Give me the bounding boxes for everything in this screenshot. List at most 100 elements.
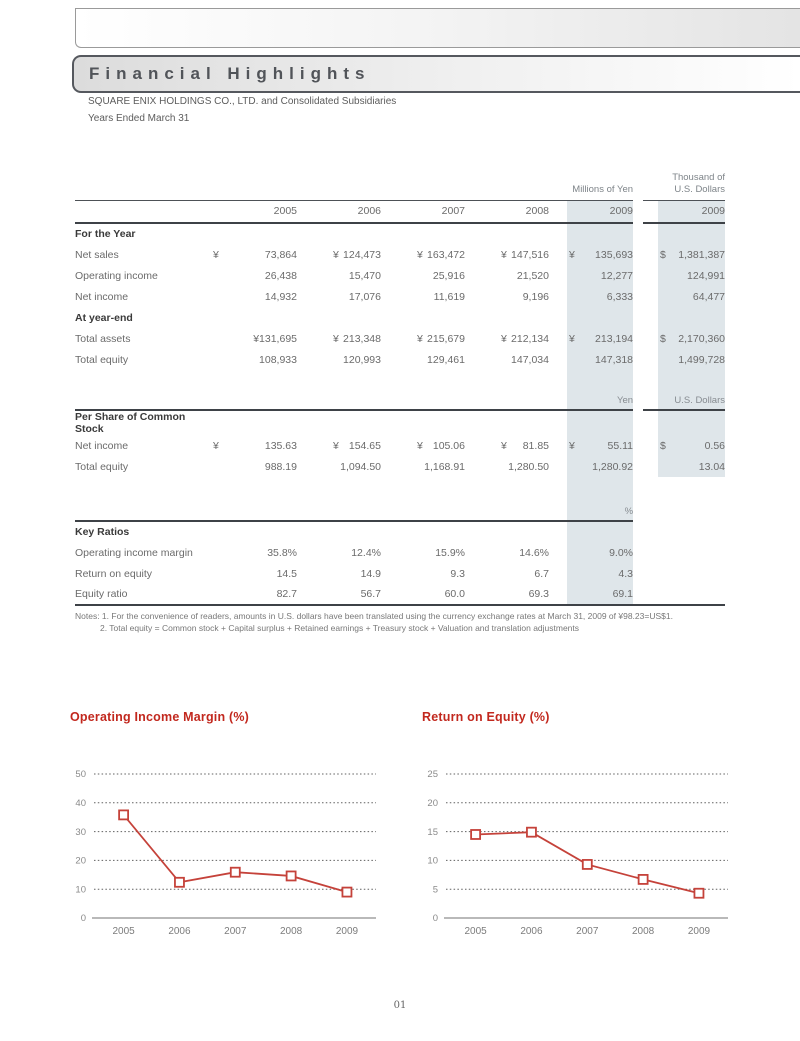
value-cell: 21,520 xyxy=(516,269,549,282)
value-cell: 120,993 xyxy=(343,353,381,366)
value-cell: 12.4% xyxy=(351,546,381,559)
table-row: Return on equity 14.5 14.9 9.3 6.7 4.3 xyxy=(75,563,725,584)
data-point-marker xyxy=(526,826,537,838)
table-cell xyxy=(633,328,643,349)
value-cell: 14.9 xyxy=(360,567,381,580)
value-cell: 69.3 xyxy=(465,584,549,606)
currency-symbol: ¥ xyxy=(569,332,575,345)
table-row: Key Ratios xyxy=(75,521,725,542)
note-line: 2. Total equity = Common stock + Capital… xyxy=(100,623,580,634)
data-point-marker xyxy=(581,859,593,870)
value-cell: 35.8% xyxy=(267,546,297,559)
table-cell xyxy=(297,223,381,244)
y-tick-label: 10 xyxy=(427,856,438,867)
table-cell xyxy=(381,521,465,542)
table-cell xyxy=(381,410,465,435)
table-row: Operating income margin 35.8% 12.4% 15.9% 14… xyxy=(75,542,725,563)
table-row: % xyxy=(75,503,725,522)
table-cell xyxy=(297,307,381,328)
data-table: Millions of Yen Thousand of U.S. Dollars 20… xyxy=(75,168,726,606)
cell-value: 124,473 xyxy=(343,248,381,261)
table-cell xyxy=(75,370,213,392)
x-tick-label: 2007 xyxy=(576,926,599,937)
table-row: At year-end xyxy=(75,307,726,328)
value-cell: 9,196 xyxy=(522,290,549,303)
table-row: Net sales ¥73,864 ¥124,473 ¥163,472 ¥147,516… xyxy=(75,244,726,265)
table-row: 2005 2006 2007 2008 2009 2009 xyxy=(75,199,726,224)
table-cell xyxy=(381,392,465,411)
table-cell xyxy=(213,410,297,435)
unit-label: % xyxy=(549,503,634,522)
line-chart: Return on Equity (%) 25 20 15 10 5 0 2005 2006 20… xyxy=(422,710,730,943)
x-tick-label: 2007 xyxy=(224,926,247,937)
table-cell xyxy=(633,168,643,200)
table-cell xyxy=(213,392,297,411)
table-row: Per Share of Common Stock xyxy=(75,410,726,435)
period-label: Years Ended March 31 xyxy=(88,113,190,124)
cell-value: 163,472 xyxy=(427,248,465,261)
value-cell: 108,933 xyxy=(259,353,297,366)
currency-symbol: ¥ xyxy=(417,248,423,261)
usd-value-cell xyxy=(643,542,725,563)
table-cell xyxy=(297,370,381,392)
x-tick-label: 2008 xyxy=(280,926,303,937)
section-title: Key Ratios xyxy=(75,526,130,538)
value-cell: ¥81.85 xyxy=(465,435,549,456)
table-cell xyxy=(465,307,549,328)
value-cell: ¥154.65 xyxy=(297,435,381,456)
value-cell: ¥55.11 xyxy=(549,435,634,456)
table-cell xyxy=(643,223,726,244)
table-cell xyxy=(633,503,643,521)
table-cell xyxy=(549,223,634,244)
value-cell: 26,438 xyxy=(264,269,297,282)
value-cell: ¥212,134 xyxy=(465,328,549,349)
value-cell: 988.19 xyxy=(264,460,297,473)
table-row: Equity ratio 82.7 56.7 60.0 69.3 69.1 xyxy=(75,584,726,606)
value-cell: 60.0 xyxy=(381,584,465,606)
table-cell xyxy=(213,477,297,503)
value-cell: 1,168.91 xyxy=(424,460,465,473)
page-title: Financial Highlights xyxy=(89,64,371,83)
y-tick-label: 20 xyxy=(427,798,438,809)
table-cell xyxy=(633,392,643,410)
data-point-marker xyxy=(118,809,130,821)
currency-symbol: ¥ xyxy=(417,439,423,452)
cell-value: 105.06 xyxy=(432,439,465,452)
value-cell: 1,280.50 xyxy=(508,460,549,473)
table-cell xyxy=(75,199,213,224)
table-cell xyxy=(633,563,643,584)
table-cell xyxy=(643,477,725,503)
x-tick-label: 2005 xyxy=(112,926,135,937)
section-title: At year-end xyxy=(75,311,133,324)
table-row: Millions of Yen Thousand of U.S. Dollars xyxy=(75,168,725,200)
x-tick-label: 2006 xyxy=(520,926,543,937)
table-row xyxy=(75,370,726,392)
data-point-marker xyxy=(341,886,353,898)
table-cell xyxy=(381,307,465,328)
row-label: Net sales xyxy=(75,248,119,261)
value-cell: ¥131,695 xyxy=(253,332,297,345)
currency-symbol: ¥ xyxy=(569,248,575,261)
table-cell xyxy=(633,521,643,542)
value-cell: 14.6% xyxy=(519,546,549,559)
value-cell: 6,333 xyxy=(549,286,634,307)
currency-symbol: ¥ xyxy=(417,332,423,345)
data-point-marker xyxy=(637,874,649,885)
line-chart: Operating Income Margin (%) 50 40 30 20 10 0 20… xyxy=(70,710,378,943)
value-cell: 1,280.92 xyxy=(549,456,634,477)
title-bar: Financial Highlights xyxy=(72,55,800,93)
y-tick-label: 30 xyxy=(75,827,86,838)
usd-value-cell: 124,991 xyxy=(643,265,726,286)
table-cell xyxy=(643,307,726,328)
table-cell xyxy=(381,477,465,503)
row-label: Return on equity xyxy=(75,567,153,580)
value-cell: 129,461 xyxy=(427,353,465,366)
table-cell xyxy=(465,503,549,522)
note-line: Notes: 1. For the convenience of readers… xyxy=(75,611,673,621)
table-cell xyxy=(75,503,213,522)
table-cell xyxy=(75,477,213,503)
currency-symbol: ¥ xyxy=(213,439,219,452)
value-cell: 12,277 xyxy=(549,265,634,286)
cell-value: 1,381,387 xyxy=(678,248,726,261)
table-cell xyxy=(465,392,549,411)
